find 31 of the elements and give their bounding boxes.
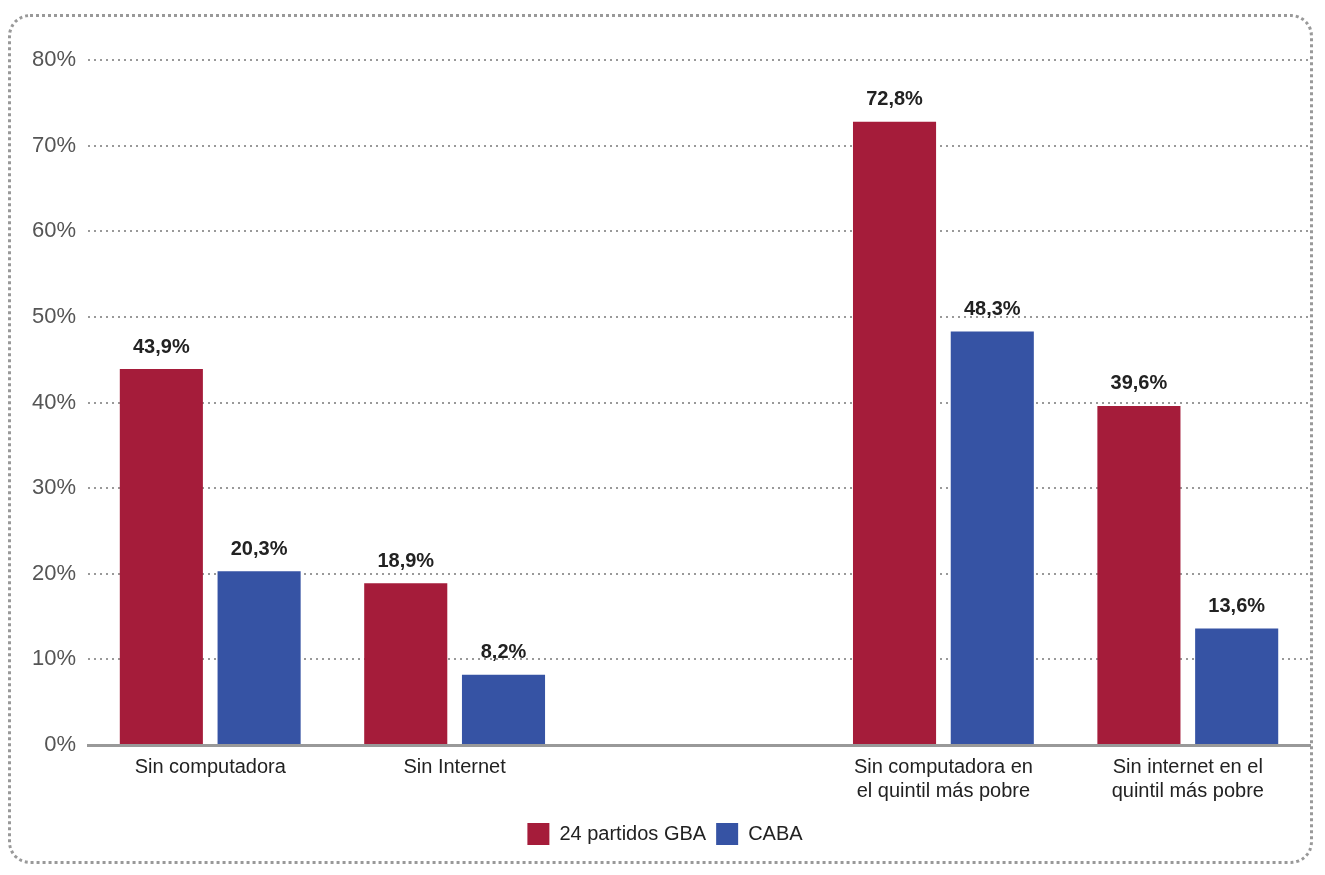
bar [1097, 405, 1181, 744]
y-tick-label: 80% [31, 46, 77, 72]
data-label: 43,9% [132, 334, 190, 357]
x-tick-label: Sin internet en el quintil más pobre [1111, 754, 1264, 801]
bar [119, 369, 203, 744]
y-tick-label: 70% [31, 131, 77, 157]
x-tick-label: Sin Internet [403, 754, 507, 777]
y-tick-label: 0% [44, 731, 77, 757]
bar [950, 331, 1034, 744]
data-label: 39,6% [1110, 371, 1168, 394]
data-label: 72,8% [866, 87, 924, 110]
y-tick-label: 10% [31, 645, 77, 671]
y-tick-label: 20% [31, 559, 77, 585]
data-label: 13,6% [1208, 594, 1266, 617]
data-label: 20,3% [230, 536, 288, 559]
data-label: 18,9% [377, 548, 435, 571]
bar [1195, 628, 1279, 744]
y-tick-label: 30% [31, 474, 77, 500]
x-tick-label: Sin computadora [134, 754, 287, 777]
y-tick-label: 60% [31, 217, 77, 243]
bar [217, 571, 301, 744]
legend-label: 24 partidos GBA [559, 821, 707, 844]
bar [364, 583, 448, 744]
data-label: 48,3% [963, 296, 1021, 319]
x-tick-label: Sin computadora en el quintil más pobre [853, 754, 1033, 801]
y-tick-label: 40% [31, 388, 77, 414]
y-tick-label: 50% [31, 302, 77, 328]
data-label: 8,2% [480, 640, 527, 663]
legend-label: CABA [748, 821, 804, 844]
bar [852, 121, 937, 744]
bar [461, 674, 546, 744]
